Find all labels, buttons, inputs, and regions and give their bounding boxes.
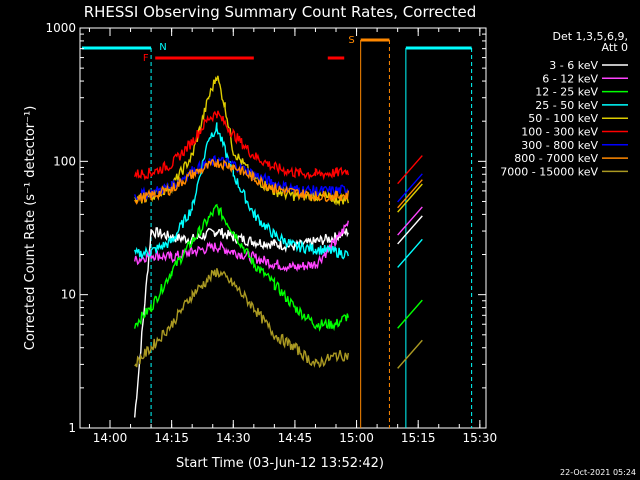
x-tick-label-3: 14:45 <box>278 431 313 445</box>
series-line-5 <box>134 110 349 181</box>
legend-label-3: 25 - 50 keV <box>535 99 598 112</box>
series-tail-6 <box>397 173 423 203</box>
saa-label: S <box>348 35 354 46</box>
footer-date: 22-Oct-2021 05:24 <box>560 468 636 477</box>
axis-layer: 14:00 14:15 14:30 14:45 15:00 15:15 15:30 1 10 10… <box>45 21 497 445</box>
series-tail-8 <box>397 339 423 369</box>
plot-frame <box>79 27 487 429</box>
series-tail-1 <box>397 206 423 236</box>
series-layer <box>134 75 423 418</box>
series-line-7 <box>134 158 349 205</box>
series-line-8 <box>134 267 349 369</box>
y-tick-label-1: 10 <box>61 288 76 302</box>
x-tick-label-5: 15:15 <box>401 431 436 445</box>
y-tick-label-2: 100 <box>53 154 76 168</box>
x-tick-label-0: 14:00 <box>93 431 128 445</box>
series-line-2 <box>134 203 349 332</box>
legend-header-2: Att 0 <box>602 41 628 54</box>
legend-label-0: 3 - 6 keV <box>549 59 598 72</box>
series-line-3 <box>134 122 349 260</box>
flare-label: F <box>143 53 149 64</box>
night-label: N <box>159 42 166 53</box>
series-tail-0 <box>397 215 423 245</box>
y-tick-label-3: 1000 <box>45 21 76 35</box>
legend-label-4: 50 - 100 keV <box>528 112 598 125</box>
y-tick-label-0: 1 <box>68 421 76 435</box>
x-tick-label-6: 15:30 <box>463 431 498 445</box>
chart-title: RHESSI Observing Summary Count Rates, Co… <box>84 3 477 21</box>
y-axis-label: Corrected Count Rate (s⁻¹ detector⁻¹) <box>23 106 38 351</box>
annotation-layer: NF S <box>82 35 473 428</box>
series-tail-5 <box>397 155 423 185</box>
legend-header-1: Det 1,3,5,6,9, <box>552 30 628 43</box>
legend-label-5: 100 - 300 keV <box>521 126 598 139</box>
legend-label-2: 12 - 25 keV <box>535 86 598 99</box>
legend-label-7: 800 - 7000 keV <box>514 152 598 165</box>
legend-label-8: 7000 - 15000 keV <box>500 165 598 178</box>
series-line-0 <box>134 227 349 418</box>
series-line-1 <box>134 220 349 273</box>
x-tick-label-1: 14:15 <box>154 431 189 445</box>
x-tick-label-2: 14:30 <box>216 431 251 445</box>
x-tick-label-4: 15:00 <box>339 431 374 445</box>
series-tail-2 <box>397 299 423 329</box>
x-axis-label: Start Time (03-Jun-12 13:52:42) <box>176 456 384 471</box>
legend-label-1: 6 - 12 keV <box>542 72 598 85</box>
series-tail-7 <box>397 179 423 209</box>
series-tail-3 <box>397 238 423 268</box>
series-tail-4 <box>397 183 423 213</box>
legend-label-6: 300 - 800 keV <box>521 139 598 152</box>
